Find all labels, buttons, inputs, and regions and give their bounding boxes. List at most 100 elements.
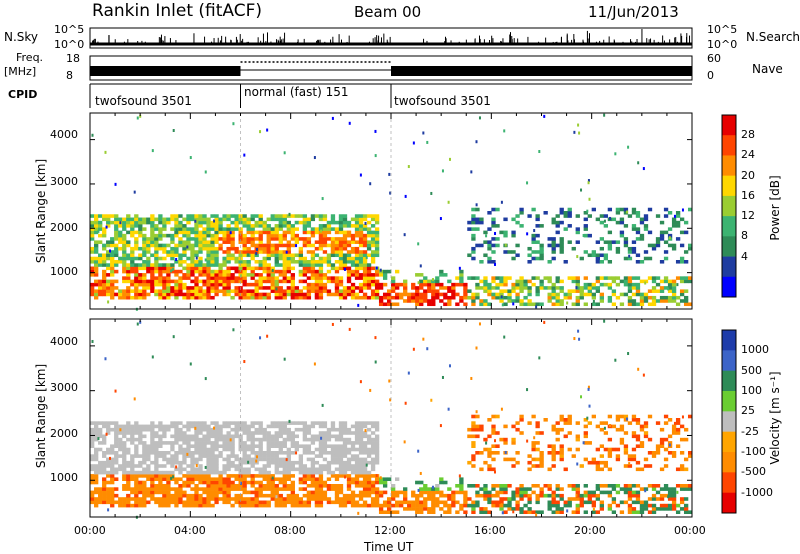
rti-cell — [671, 295, 677, 300]
rti-cell — [194, 503, 199, 508]
rti-point — [172, 129, 175, 133]
rti-cell — [182, 451, 187, 455]
rti-cell — [338, 454, 344, 458]
rti-cell — [366, 434, 372, 439]
rti-cell — [166, 263, 171, 267]
x-tick-label: 12:00 — [374, 524, 406, 537]
rti-cell — [254, 451, 259, 455]
rti-cell — [118, 260, 123, 264]
rti-cell — [278, 214, 283, 218]
rti-cell — [282, 444, 287, 448]
rti-cell — [503, 437, 508, 442]
rti-cell — [134, 464, 139, 468]
rti-cell — [667, 451, 673, 455]
rti-cell — [495, 292, 500, 297]
rti-cell — [274, 500, 279, 505]
rti-cell — [451, 497, 456, 501]
rti-cell — [106, 289, 111, 293]
rti-cell — [491, 493, 496, 498]
rti-cell — [427, 302, 432, 307]
rti-cell — [170, 434, 175, 439]
rti-cell — [206, 220, 211, 225]
rti-cell — [234, 497, 239, 501]
rti-cell — [471, 414, 476, 419]
rti-cell — [246, 237, 251, 241]
rti-cell — [495, 493, 500, 498]
rti-cell — [118, 424, 123, 429]
rti-cell — [274, 276, 279, 280]
rti-cell — [491, 207, 496, 212]
rti-cell — [655, 451, 661, 455]
rti-cell — [619, 414, 625, 419]
rti-cell — [451, 286, 456, 290]
rti-cell — [627, 279, 633, 284]
rti-cell — [403, 493, 408, 498]
rti-cell — [431, 510, 436, 514]
rti-cell — [563, 467, 568, 472]
rti-point — [105, 432, 108, 436]
rti-cell — [130, 279, 135, 284]
rti-cell — [370, 500, 376, 505]
rti-cell — [290, 214, 295, 218]
rti-cell — [415, 289, 420, 293]
rti-cell — [447, 295, 452, 300]
rti-cell — [154, 237, 159, 241]
rti-point — [580, 395, 583, 399]
rti-cell — [214, 427, 219, 432]
rti-cell — [318, 493, 324, 498]
rti-cell — [491, 467, 496, 472]
rti-cell — [539, 454, 544, 458]
rti-cell — [635, 292, 641, 297]
rti-cell — [246, 500, 251, 505]
rti-cell — [114, 246, 119, 251]
freq-unit: [MHz] — [4, 65, 37, 78]
rti-cell — [298, 260, 304, 264]
rti-cell — [322, 230, 328, 235]
rti-cell — [330, 424, 336, 429]
rti-cell — [463, 302, 468, 307]
rti-cell — [314, 480, 320, 485]
rti-cell — [627, 299, 633, 303]
rti-cell — [218, 276, 223, 280]
rti-cell — [250, 237, 255, 241]
rti-cell — [318, 474, 324, 478]
rti-cell — [535, 214, 540, 218]
rti-cell — [154, 227, 159, 231]
rti-cell — [330, 474, 336, 478]
rti-cell — [358, 282, 364, 287]
rti-cell — [463, 286, 468, 290]
rti-cell — [102, 464, 107, 468]
rti-cell — [370, 421, 376, 425]
rti-cell — [258, 217, 263, 222]
rti-cell — [362, 237, 368, 241]
rti-cell — [150, 470, 155, 475]
rti-cell — [623, 224, 629, 228]
rti-cell — [667, 434, 673, 439]
rti-cell — [326, 243, 332, 248]
rti-cell — [374, 503, 380, 508]
rti-cell — [254, 266, 259, 271]
rti-cell — [190, 467, 195, 472]
rti-cell — [415, 503, 420, 508]
rti-cell — [186, 273, 191, 277]
rti-cell — [623, 279, 629, 284]
rti-cell — [439, 269, 444, 274]
rti-cell — [202, 500, 207, 505]
rti-cell — [278, 460, 283, 465]
rti-cell — [186, 289, 191, 293]
rti-cell — [138, 503, 143, 508]
rti-cell — [182, 243, 187, 248]
rti-cell — [174, 467, 179, 472]
rti-cell — [186, 246, 191, 251]
rti-cell — [182, 493, 187, 498]
rti-cell — [439, 299, 444, 303]
rti-cell — [238, 253, 243, 258]
rti-cell — [635, 237, 641, 241]
rti-cell — [635, 467, 641, 472]
rti-cell — [186, 237, 191, 241]
rti-cell — [531, 464, 536, 468]
rti-cell — [619, 233, 625, 238]
rti-cell — [330, 421, 336, 425]
rti-cell — [451, 289, 456, 293]
rti-cell — [118, 289, 123, 293]
